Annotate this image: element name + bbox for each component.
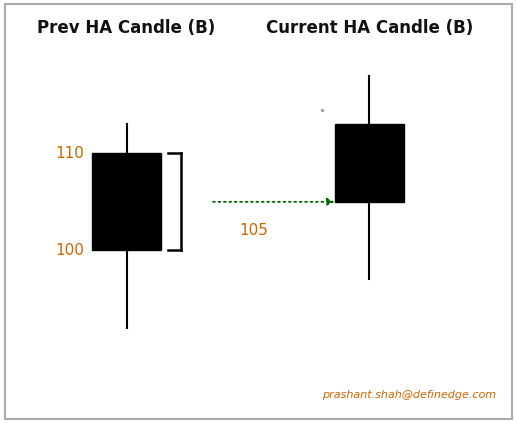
Text: 105: 105 — [239, 223, 268, 238]
Text: Prev HA Candle (B): Prev HA Candle (B) — [37, 19, 216, 37]
Bar — [335, 124, 404, 202]
Text: Current HA Candle (B): Current HA Candle (B) — [266, 19, 473, 37]
Text: 100: 100 — [55, 243, 84, 258]
Text: 110: 110 — [55, 146, 84, 161]
Bar — [92, 154, 161, 250]
Text: prashant.shah@definedge.com: prashant.shah@definedge.com — [322, 390, 496, 400]
